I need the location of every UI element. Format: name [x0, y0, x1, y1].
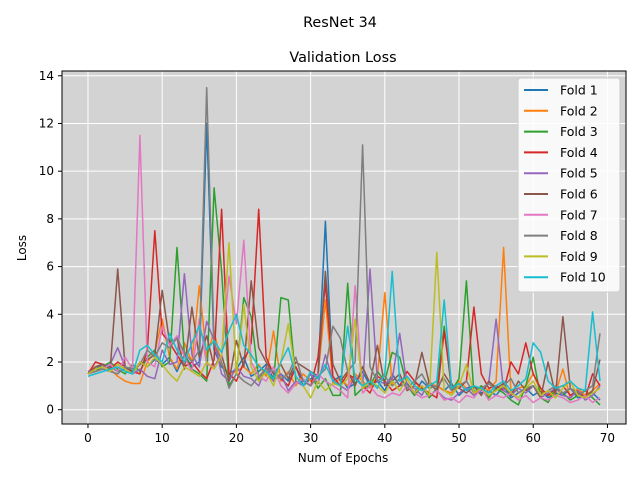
x-tick-label: 60	[526, 431, 541, 445]
legend-label: Fold 10	[560, 270, 606, 285]
series-line-fold-5	[87, 268, 601, 401]
chart-title: Validation Loss	[289, 50, 396, 66]
legend: Fold 1 Fold 2 Fold 3 Fold 4 Fold 5 Fold 6 Fold…	[517, 77, 621, 293]
plot-frame	[61, 70, 627, 425]
y-tick-label: 0	[46, 403, 54, 417]
legend-label: Fold 4	[560, 145, 598, 160]
legend-label: Fold 9	[560, 249, 598, 264]
legend-label: Fold 8	[560, 228, 598, 243]
x-tick-label: 70	[600, 431, 615, 445]
legend-label: Fold 5	[560, 166, 598, 181]
legend-label: Fold 1	[560, 83, 598, 98]
y-tick-label: 4	[46, 307, 54, 321]
legend-label: Fold 7	[560, 207, 598, 222]
series-line-fold-4	[87, 208, 601, 399]
series-line-fold-3	[87, 187, 601, 406]
x-tick-label: 0	[84, 431, 92, 445]
y-tick-label: 12	[39, 116, 54, 130]
legend-label: Fold 6	[560, 187, 598, 202]
x-tick-label: 10	[155, 431, 170, 445]
y-tick-label: 2	[46, 355, 54, 369]
y-tick-label: 6	[46, 260, 54, 274]
x-tick-label: 30	[303, 431, 318, 445]
legend-label: Fold 2	[560, 103, 598, 118]
series-lines	[87, 86, 601, 406]
x-tick-label: 50	[451, 431, 466, 445]
y-tick-label: 14	[39, 69, 54, 83]
y-axis-label: Loss	[15, 235, 29, 261]
series-line-fold-10	[87, 270, 601, 394]
series-line-fold-9	[87, 241, 601, 399]
chart-suptitle: ResNet 34	[303, 15, 377, 31]
y-tick-label: 10	[39, 164, 54, 178]
axis-ticks: 0 10 20 30 40 50 60 70 0 2 4 6 8 10 12 14	[39, 69, 615, 445]
x-tick-label: 40	[377, 431, 392, 445]
x-axis-label: Num of Epochs	[298, 451, 388, 465]
legend-label: Fold 3	[560, 124, 598, 139]
x-tick-label: 20	[229, 431, 244, 445]
y-tick-label: 8	[46, 212, 54, 226]
